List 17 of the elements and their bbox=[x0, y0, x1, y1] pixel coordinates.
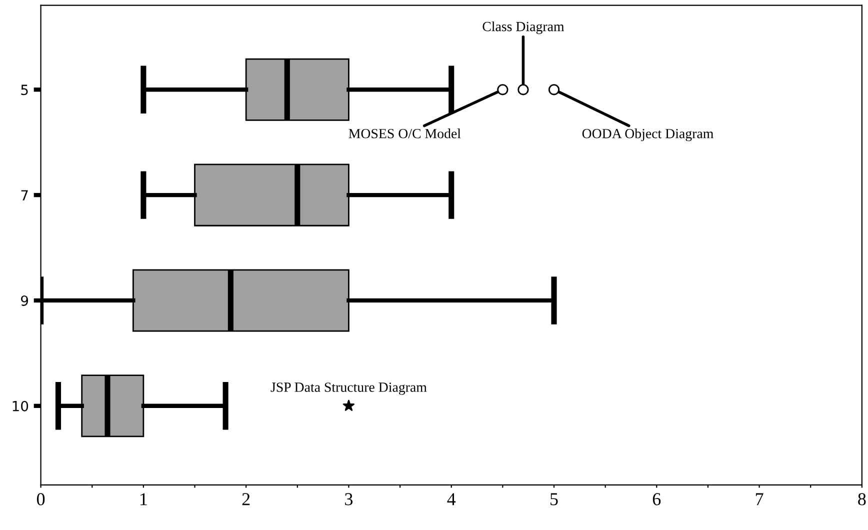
y-tick-label: 5 bbox=[21, 84, 28, 96]
annotation: Class Diagram bbox=[482, 21, 564, 34]
x-tick-label: 8 bbox=[858, 493, 866, 506]
x-tick-label: 2 bbox=[242, 493, 250, 506]
x-tick-label: 3 bbox=[345, 493, 353, 506]
x-tick-label: 1 bbox=[140, 493, 147, 506]
x-tick-label: 4 bbox=[447, 493, 456, 506]
x-tick-label: 5 bbox=[550, 493, 558, 506]
x-tick-label: 0 bbox=[36, 493, 45, 506]
x-tick-label: 6 bbox=[652, 493, 661, 506]
annotation: JSP Data Structure Diagram bbox=[270, 382, 427, 395]
annotation: MOSES O/C Model bbox=[348, 128, 461, 138]
y-tick-label: 10 bbox=[12, 400, 28, 412]
annotation: OODA Object Diagram bbox=[582, 128, 714, 142]
y-tick-label: 7 bbox=[21, 190, 28, 200]
y-tick-label: 9 bbox=[21, 295, 28, 306]
x-tick-label: 7 bbox=[756, 493, 764, 506]
